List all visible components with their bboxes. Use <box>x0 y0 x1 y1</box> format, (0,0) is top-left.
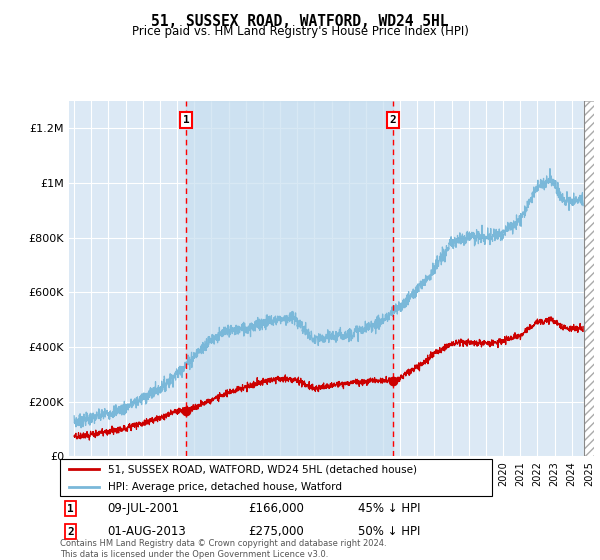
Text: Contains HM Land Registry data © Crown copyright and database right 2024.
This d: Contains HM Land Registry data © Crown c… <box>60 539 386 559</box>
Text: HPI: Average price, detached house, Watford: HPI: Average price, detached house, Watf… <box>107 482 341 492</box>
Bar <box>186 101 393 456</box>
Bar <box>584 101 594 456</box>
Text: £166,000: £166,000 <box>248 502 304 515</box>
Text: 51, SUSSEX ROAD, WATFORD, WD24 5HL (detached house): 51, SUSSEX ROAD, WATFORD, WD24 5HL (deta… <box>107 464 416 474</box>
Text: £275,000: £275,000 <box>248 525 304 538</box>
Text: 1: 1 <box>183 115 190 125</box>
Text: 2: 2 <box>389 115 396 125</box>
Text: 01-AUG-2013: 01-AUG-2013 <box>107 525 186 538</box>
Text: 45% ↓ HPI: 45% ↓ HPI <box>358 502 420 515</box>
Text: Price paid vs. HM Land Registry's House Price Index (HPI): Price paid vs. HM Land Registry's House … <box>131 25 469 38</box>
FancyBboxPatch shape <box>60 459 492 496</box>
Text: 09-JUL-2001: 09-JUL-2001 <box>107 502 179 515</box>
Text: 50% ↓ HPI: 50% ↓ HPI <box>358 525 420 538</box>
Text: 51, SUSSEX ROAD, WATFORD, WD24 5HL: 51, SUSSEX ROAD, WATFORD, WD24 5HL <box>151 14 449 29</box>
Text: 2: 2 <box>67 527 74 537</box>
Bar <box>584 101 594 456</box>
Text: 1: 1 <box>67 504 74 514</box>
